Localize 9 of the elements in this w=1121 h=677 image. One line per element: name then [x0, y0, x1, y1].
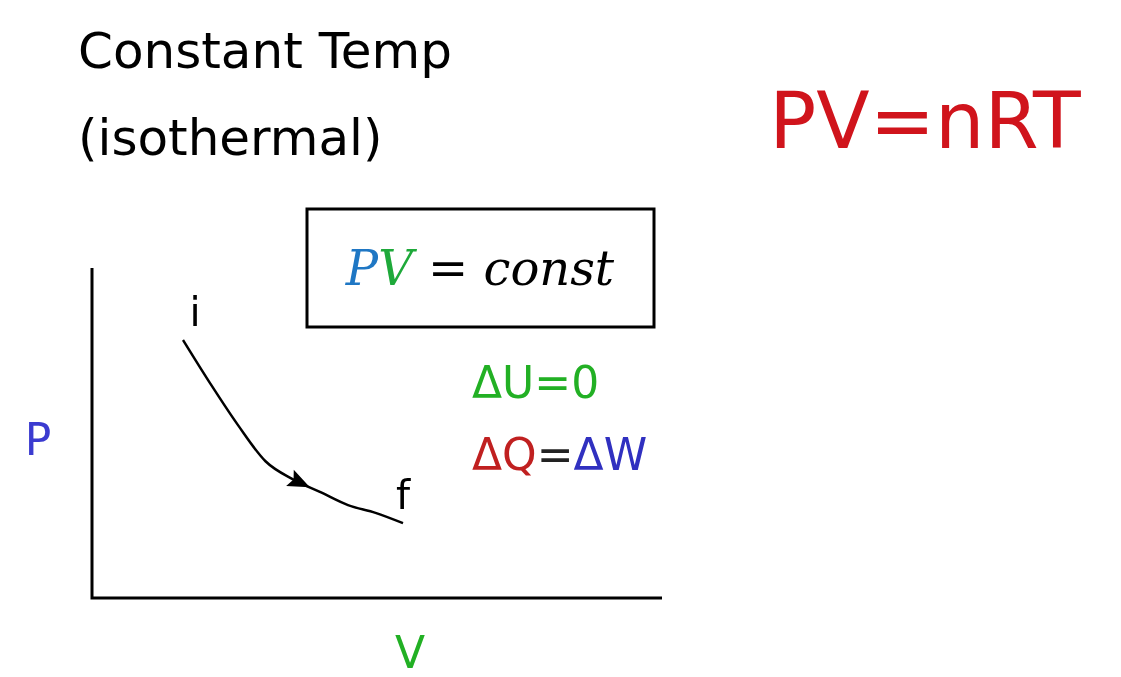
text: PV=nRT [769, 76, 1082, 166]
text: i [189, 289, 201, 335]
text: ΔU=0 [472, 357, 600, 408]
annotation: f [395, 472, 411, 519]
x-axis-title: V [394, 627, 426, 677]
chart-title: Constant Temp (isothermal) [78, 22, 452, 167]
text: ΔQ=ΔW [472, 429, 648, 480]
text: PV = const [344, 240, 615, 296]
y-axis-title: P [24, 414, 52, 465]
